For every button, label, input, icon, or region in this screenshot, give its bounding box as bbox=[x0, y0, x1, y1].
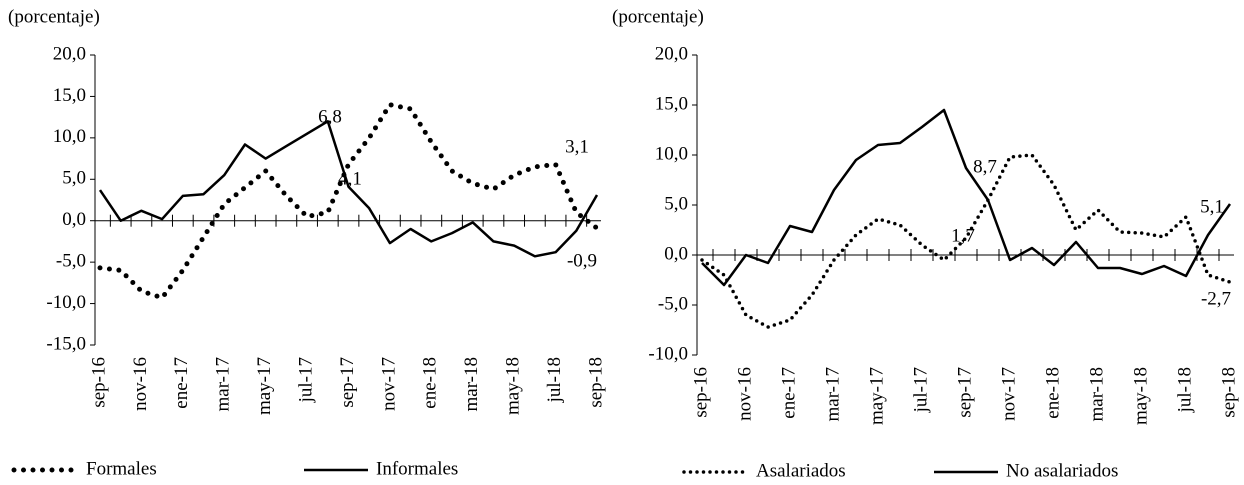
legend-label: Informales bbox=[376, 458, 458, 479]
x-tick-label: mar-18 bbox=[461, 357, 482, 412]
x-tick-label: jul-17 bbox=[910, 367, 931, 413]
x-tick-label: sep-17 bbox=[954, 367, 975, 418]
x-tick-label: ene-18 bbox=[420, 357, 441, 409]
x-tick-label: nov-16 bbox=[130, 357, 151, 411]
y-tick-label: 5,0 bbox=[664, 193, 688, 214]
y-tick-label: 20,0 bbox=[655, 43, 688, 64]
annotation: 4,1 bbox=[338, 168, 362, 189]
y-tick-label: -15,0 bbox=[46, 333, 86, 354]
x-tick-label: ene-17 bbox=[171, 357, 192, 409]
x-tick-label: jul-17 bbox=[295, 357, 316, 403]
y-tick-label: 10,0 bbox=[53, 126, 86, 147]
x-tick-label: mar-18 bbox=[1086, 367, 1107, 422]
x-tick-label: may-18 bbox=[503, 357, 524, 415]
x-tick-label: mar-17 bbox=[822, 367, 843, 422]
x-tick-label: jul-18 bbox=[544, 357, 565, 403]
annotation: 6,8 bbox=[318, 106, 342, 127]
y-tick-label: 15,0 bbox=[53, 85, 86, 106]
x-tick-label: ene-17 bbox=[778, 367, 799, 419]
x-tick-label: may-18 bbox=[1130, 367, 1151, 425]
y-tick-label: 0,0 bbox=[62, 209, 86, 230]
x-tick-label: jul-18 bbox=[1174, 367, 1195, 413]
y-tick-label: 20,0 bbox=[53, 43, 86, 64]
x-tick-label: may-17 bbox=[254, 357, 275, 415]
y-axis-label: (porcentaje) bbox=[612, 6, 704, 27]
x-tick-label: sep-16 bbox=[88, 357, 109, 408]
x-tick-label: ene-18 bbox=[1042, 367, 1063, 419]
annotation: 1,7 bbox=[951, 225, 975, 246]
y-tick-label: 5,0 bbox=[62, 168, 86, 189]
x-tick-label: nov-17 bbox=[998, 367, 1019, 421]
x-tick-label: may-17 bbox=[866, 367, 887, 425]
annotation: 5,1 bbox=[1200, 196, 1224, 217]
series-line bbox=[700, 153, 1232, 329]
y-tick-label: 15,0 bbox=[655, 93, 688, 114]
legend-label: Formales bbox=[86, 458, 157, 479]
y-axis-label: (porcentaje) bbox=[8, 6, 100, 27]
x-tick-label: sep-17 bbox=[337, 357, 358, 408]
y-tick-label: 0,0 bbox=[664, 243, 688, 264]
x-tick-label: sep-18 bbox=[1218, 367, 1239, 418]
x-tick-label: mar-17 bbox=[213, 357, 234, 412]
y-tick-label: -5,0 bbox=[658, 293, 688, 314]
annotation: -0,9 bbox=[567, 250, 597, 271]
series-line bbox=[701, 108, 1232, 287]
x-tick-label: sep-16 bbox=[690, 367, 711, 418]
annotation: 8,7 bbox=[973, 156, 997, 177]
legend-label: No asalariados bbox=[1006, 460, 1118, 481]
y-tick-label: -10,0 bbox=[648, 343, 688, 364]
series-line bbox=[98, 120, 599, 258]
y-tick-label: -5,0 bbox=[56, 251, 86, 272]
series-line bbox=[97, 102, 600, 301]
annotation: 3,1 bbox=[565, 136, 589, 157]
legend-label: Asalariados bbox=[756, 460, 846, 481]
y-tick-label: 10,0 bbox=[655, 143, 688, 164]
x-tick-label: nov-16 bbox=[734, 367, 755, 421]
x-tick-label: nov-17 bbox=[378, 357, 399, 411]
x-tick-label: sep-18 bbox=[585, 357, 606, 408]
y-tick-label: -10,0 bbox=[46, 292, 86, 313]
annotation: -2,7 bbox=[1201, 288, 1231, 309]
